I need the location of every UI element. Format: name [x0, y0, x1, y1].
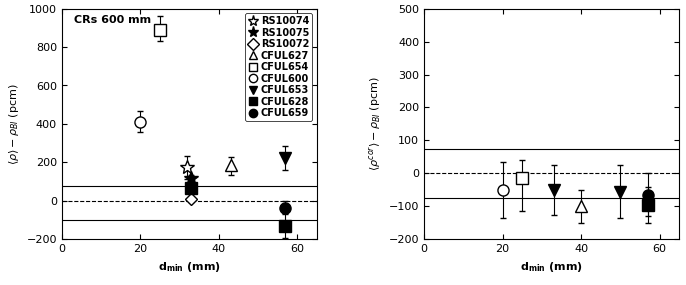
X-axis label: $\mathbf{d_{min}}$ (mm): $\mathbf{d_{min}}$ (mm): [520, 260, 583, 274]
Legend: RS10074, RS10075, RS10072, CFUL627, CFUL654, CFUL600, CFUL653, CFUL628, CFUL659: RS10074, RS10075, RS10072, CFUL627, CFUL…: [245, 13, 312, 121]
Y-axis label: $\langle\rho^{cor}\rangle - \rho_{BI}$ (pcm): $\langle\rho^{cor}\rangle - \rho_{BI}$ (…: [368, 77, 383, 171]
Text: CRs 600 mm: CRs 600 mm: [75, 15, 152, 25]
X-axis label: $\mathbf{d_{min}}$ (mm): $\mathbf{d_{min}}$ (mm): [158, 260, 221, 274]
Y-axis label: $\langle\rho\rangle - \rho_{BI}$ (pcm): $\langle\rho\rangle - \rho_{BI}$ (pcm): [7, 83, 21, 165]
